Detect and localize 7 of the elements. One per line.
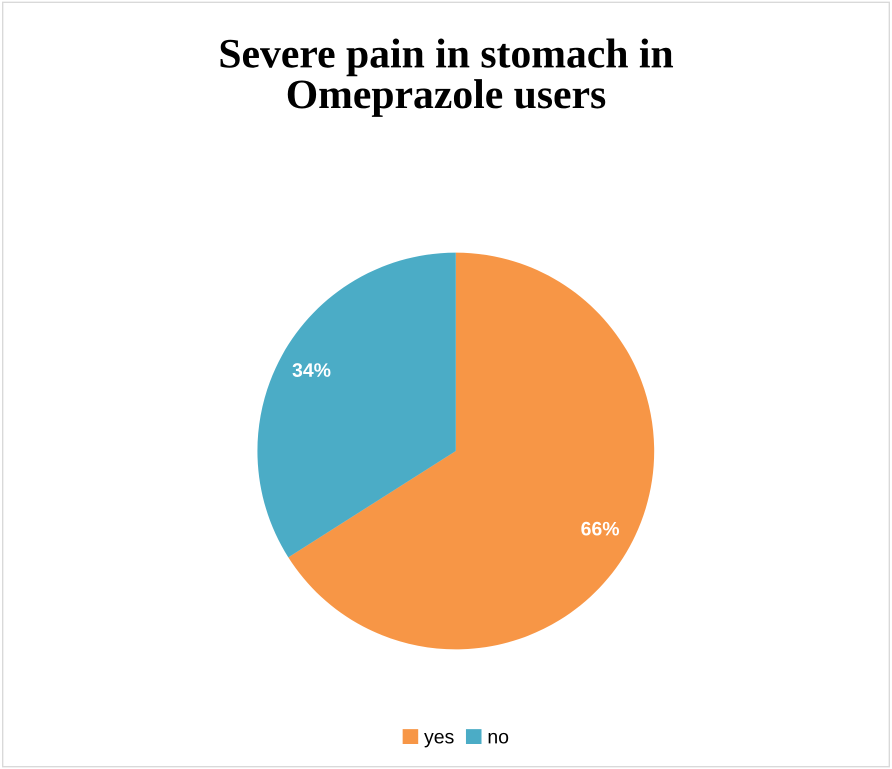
data-label: 34% bbox=[292, 363, 330, 377]
data-label: 66% bbox=[581, 522, 620, 536]
legend-label: yes bbox=[424, 732, 454, 748]
pie-slice bbox=[288, 252, 654, 650]
pie-slice bbox=[257, 252, 456, 558]
chart-title: Severe pain in stomach in Omeprazole users bbox=[220, 38, 674, 117]
legend-label: no bbox=[488, 732, 508, 744]
